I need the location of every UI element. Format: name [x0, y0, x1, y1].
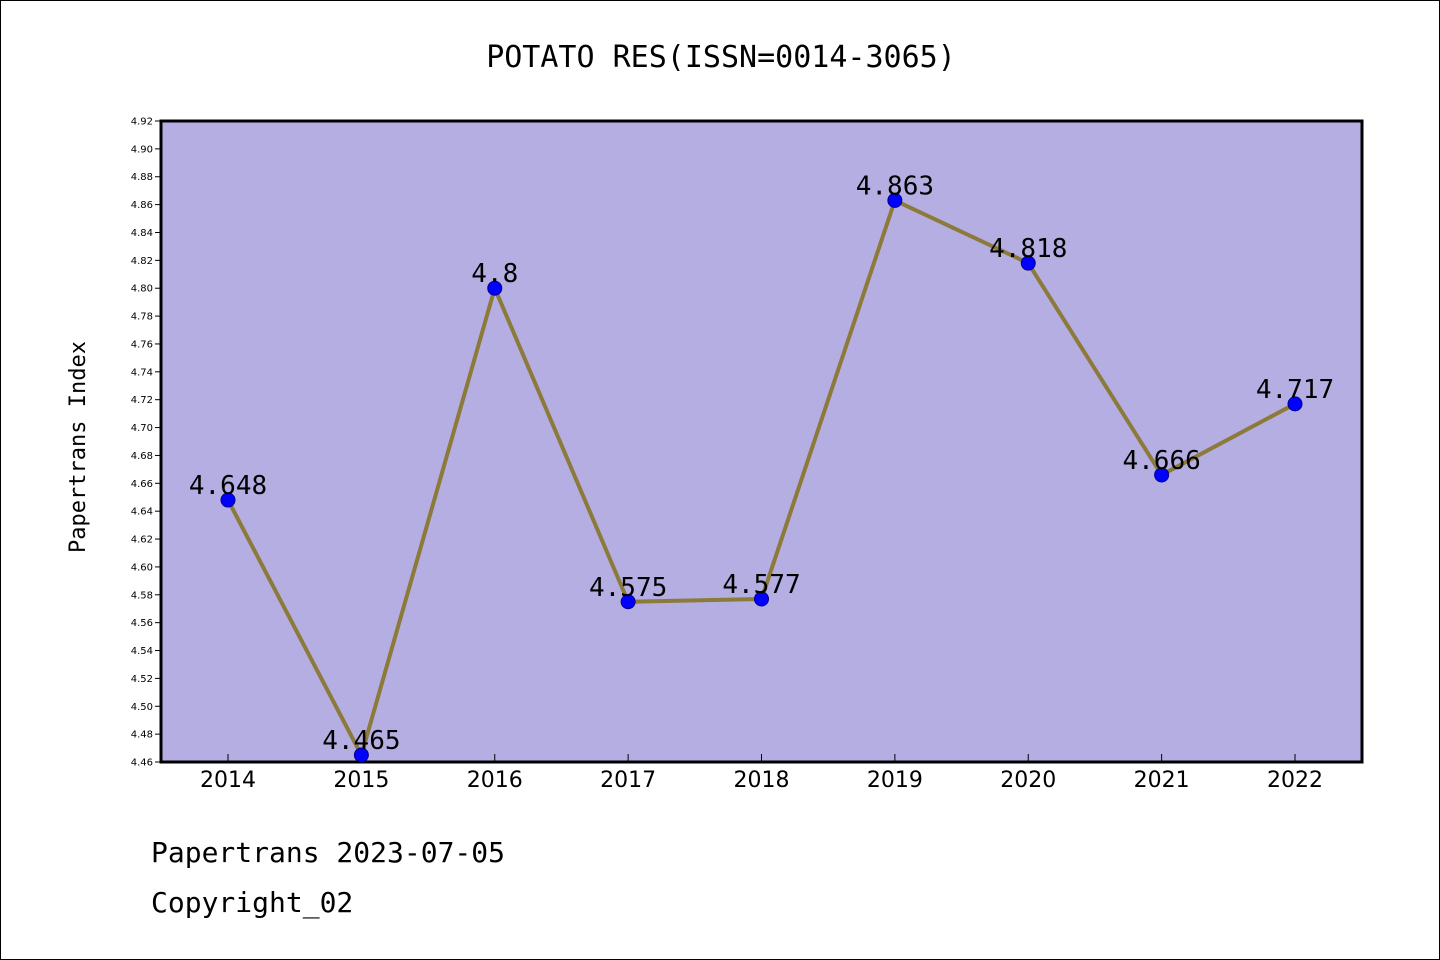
- data-label: 4.8: [471, 259, 518, 289]
- series-group: [220, 192, 1303, 763]
- data-point-marker: [220, 492, 236, 508]
- data-label: 4.818: [989, 234, 1067, 264]
- y-tick-label: 4.60: [131, 562, 153, 573]
- y-tick-label: 4.64: [131, 507, 153, 518]
- x-tick-label: 2016: [467, 768, 523, 793]
- data-label: 4.666: [1122, 446, 1200, 476]
- y-tick-label: 4.66: [131, 479, 153, 490]
- y-tick-label: 4.62: [131, 535, 153, 546]
- data-label: 4.717: [1256, 375, 1334, 405]
- x-tick-label: 2018: [734, 768, 790, 793]
- y-tick-label: 4.92: [131, 117, 153, 128]
- footer-copyright: Copyright_02: [151, 886, 354, 919]
- y-tick-label: 4.82: [131, 256, 153, 267]
- data-point-marker: [620, 594, 636, 610]
- y-tick-label: 4.70: [131, 423, 153, 434]
- data-point-marker: [353, 747, 369, 763]
- y-tick-label: 4.48: [131, 730, 153, 741]
- x-tick-label: 2017: [600, 768, 656, 793]
- y-tick-label: 4.68: [131, 451, 153, 462]
- data-label: 4.648: [189, 471, 267, 501]
- y-tick-label: 4.58: [131, 590, 153, 601]
- data-labels: 4.648 4.465 4.8 4.575 4.577 4.863 4.818 4.666 4.…: [189, 171, 1334, 756]
- x-tick-label: 2020: [1000, 768, 1056, 793]
- y-tick-label: 4.78: [131, 312, 153, 323]
- plot-area: [159, 119, 1364, 764]
- y-tick-label: 4.52: [131, 674, 153, 685]
- y-tick-label: 4.46: [131, 758, 153, 769]
- x-tick-label: 2021: [1134, 768, 1190, 793]
- x-tick-label: 2019: [867, 768, 923, 793]
- data-point-marker: [1154, 467, 1170, 483]
- chart-title: POTATO RES(ISSN=0014-3065): [486, 40, 956, 75]
- y-tick-label: 4.88: [131, 172, 153, 183]
- y-tick-label: 4.72: [131, 395, 153, 406]
- y-tick-label: 4.54: [131, 646, 153, 657]
- x-tick-label: 2015: [333, 768, 389, 793]
- y-tick-label: 4.76: [131, 339, 153, 350]
- data-point-marker: [1287, 396, 1303, 412]
- x-axis-ticks: 2014 2015 2016 2017 2018 2019 2020 2021 2022: [200, 754, 1323, 793]
- data-label: 4.465: [322, 726, 400, 756]
- y-tick-label: 4.84: [131, 228, 153, 239]
- x-tick-label: 2014: [200, 768, 256, 793]
- data-label: 4.575: [589, 573, 667, 603]
- data-label: 4.863: [856, 171, 934, 201]
- data-label: 4.577: [722, 570, 800, 600]
- data-point-marker: [887, 192, 903, 208]
- y-tick-label: 4.86: [131, 200, 153, 211]
- data-point-marker: [1020, 255, 1036, 271]
- y-axis-label: Papertrans Index: [66, 341, 91, 553]
- y-axis-ticks: 4.46 4.48 4.50 4.52 4.54 4.56 4.58 4.60 4.62 4.64…: [131, 117, 161, 769]
- x-tick-label: 2022: [1267, 768, 1323, 793]
- footer-date: Papertrans 2023-07-05: [151, 836, 506, 869]
- y-tick-label: 4.80: [131, 284, 153, 295]
- y-tick-label: 4.56: [131, 618, 153, 629]
- y-tick-label: 4.74: [131, 367, 153, 378]
- y-tick-label: 4.90: [131, 144, 153, 155]
- data-point-marker: [754, 591, 769, 607]
- y-tick-label: 4.50: [131, 702, 153, 713]
- data-point-marker: [487, 280, 503, 296]
